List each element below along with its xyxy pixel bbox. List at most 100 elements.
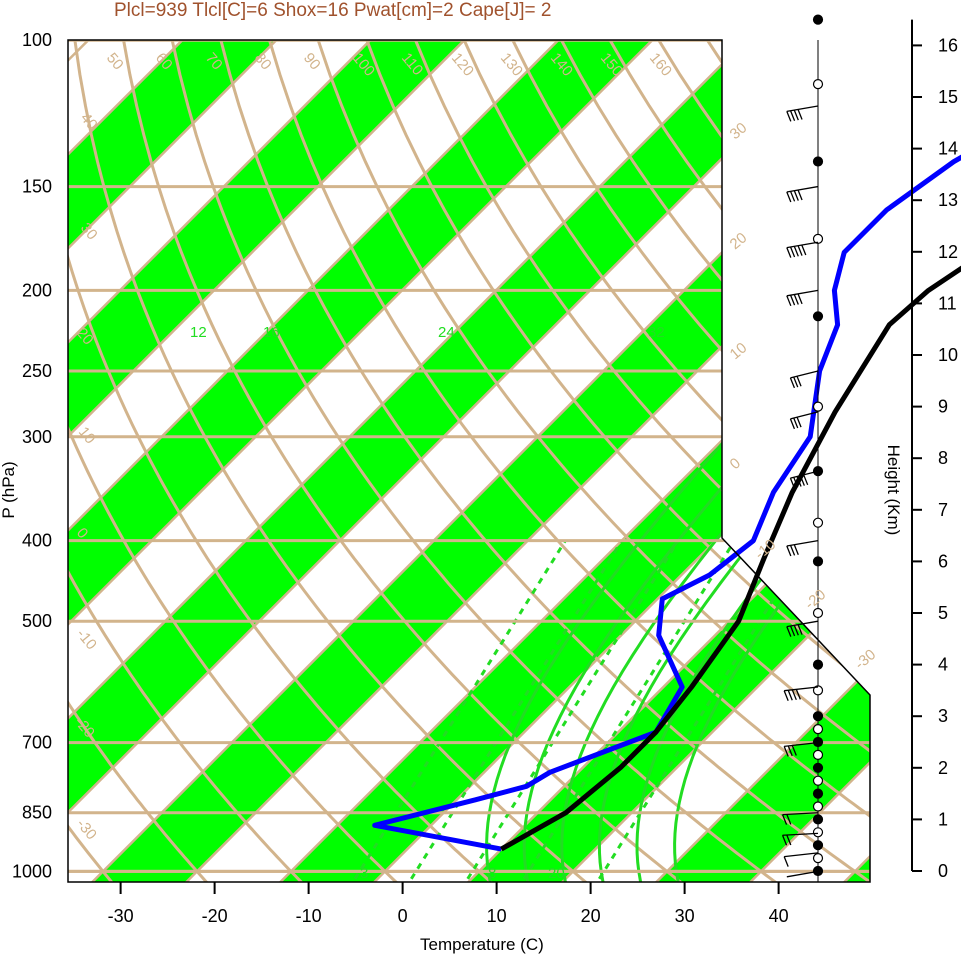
height-marker	[812, 311, 824, 322]
mixing-ratio-line	[403, 539, 624, 882]
isotherm-label: 10	[727, 339, 751, 363]
temperature-tick-label: 40	[769, 906, 789, 926]
wind-barb	[790, 411, 819, 420]
pressure-tick-label: 300	[22, 427, 52, 447]
wind-barb	[786, 539, 819, 547]
height-tick-label: 13	[938, 190, 958, 210]
plot-frame	[67, 39, 871, 883]
dry-adiabat	[268, 40, 870, 882]
wind-barb-flag	[791, 745, 797, 756]
wind-barb-flag	[799, 475, 805, 486]
wind-barb	[782, 812, 819, 816]
isotherm	[68, 40, 560, 882]
wind-barb	[790, 370, 819, 379]
wind-barb-flag	[793, 109, 799, 121]
wind-barb	[786, 289, 819, 297]
height-marker	[812, 685, 824, 696]
height-tick-label: 11	[938, 293, 957, 313]
chart-title: Plcl=939 Tlcl[C]=6 Shox=16 Pwat[cm]=2 Ca…	[114, 0, 551, 21]
wind-barb-flag	[793, 190, 799, 201]
wind-barb-flag	[797, 109, 803, 120]
isotherm	[272, 40, 870, 882]
mixing-ratio-label: 20	[548, 865, 565, 882]
height-marker	[812, 401, 824, 412]
isotherm-band	[68, 40, 653, 882]
isotherm-band	[68, 40, 465, 882]
height-tick-label: 15	[938, 87, 958, 107]
isotherm	[178, 40, 870, 882]
height-marker	[812, 865, 824, 877]
wind-barb	[784, 742, 819, 747]
isotherm-label: 20	[727, 229, 751, 253]
height-tick-label: 8	[938, 448, 948, 468]
isotherm-label: -30	[852, 646, 880, 673]
height-tick-label: 3	[938, 706, 948, 726]
temperature-tick-label: 30	[675, 906, 695, 926]
wind-barb-flag	[787, 745, 793, 757]
height-marker	[812, 14, 824, 25]
height-marker	[812, 762, 824, 773]
temperature-tick-label: 10	[487, 906, 507, 926]
dry-adiabat	[68, 40, 310, 882]
pressure-tick-label: 400	[22, 531, 52, 551]
wind-barb-flag	[789, 110, 796, 122]
wind-barb-flag	[789, 191, 796, 202]
isotherm	[648, 40, 870, 882]
height-marker	[812, 517, 824, 528]
isotherm	[68, 40, 372, 882]
mixing-ratio-line	[460, 539, 680, 882]
height-tick-label: 2	[938, 758, 948, 778]
pressure-tick-label: 500	[22, 611, 52, 631]
wind-barb-flag	[781, 814, 788, 825]
moist-adiabat-label: 24	[438, 324, 455, 341]
wind-barb-flag	[791, 689, 797, 701]
moist-adiabat	[522, 369, 826, 882]
temperature-tick-label: -20	[202, 906, 228, 926]
pressure-tick-label: 250	[22, 361, 52, 381]
height-marker	[812, 233, 824, 244]
wind-barb-flag	[783, 746, 789, 757]
height-tick-label: 4	[938, 655, 948, 675]
wind-barb-flag	[801, 244, 807, 256]
height-marker	[812, 827, 824, 838]
dry-adiabat	[122, 40, 691, 882]
wind-barb-flag	[793, 246, 799, 257]
y-axis-title: P (hPa)	[0, 461, 18, 518]
wind-barb-flag	[795, 689, 801, 700]
wind-barb-flag	[803, 474, 809, 486]
pressure-tick-label: 1000	[12, 861, 52, 881]
wind-barb-flag	[789, 545, 796, 556]
temperature-profile	[500, 265, 961, 852]
dry-adiabat	[68, 40, 214, 882]
height-marker	[812, 814, 824, 825]
wind-barb-flag	[781, 835, 788, 846]
wind-barb-flag	[793, 544, 799, 555]
wind-barb-flag	[789, 294, 796, 306]
pressure-tick-label: 100	[22, 30, 52, 50]
moist-adiabat-label: 12	[190, 324, 207, 341]
height-tick-label: 16	[938, 35, 958, 55]
isotherm-label: -20	[802, 586, 830, 613]
isotherm	[460, 40, 870, 882]
wind-barb-flag	[793, 294, 799, 305]
wind-barb-flag	[786, 295, 792, 307]
height-marker	[812, 723, 824, 735]
height-marker	[812, 801, 824, 812]
wind-barb-flag	[783, 856, 789, 867]
height-marker	[812, 659, 824, 670]
height-marker	[812, 736, 824, 748]
wind-barb-flag	[789, 377, 796, 389]
height-tick-label: 7	[938, 500, 948, 520]
wind-barb	[786, 620, 819, 628]
height-tick-label: 14	[938, 139, 958, 159]
wind-barb-flag	[789, 246, 796, 258]
wind-barb	[784, 852, 819, 858]
wind-barb	[782, 832, 819, 836]
wind-barb	[786, 870, 819, 878]
height-axis-title: Height (Km)	[884, 445, 903, 536]
height-marker	[812, 749, 824, 761]
height-marker	[812, 711, 824, 722]
pressure-tick-label: 150	[22, 177, 52, 197]
wind-barb-flag	[786, 111, 792, 122]
